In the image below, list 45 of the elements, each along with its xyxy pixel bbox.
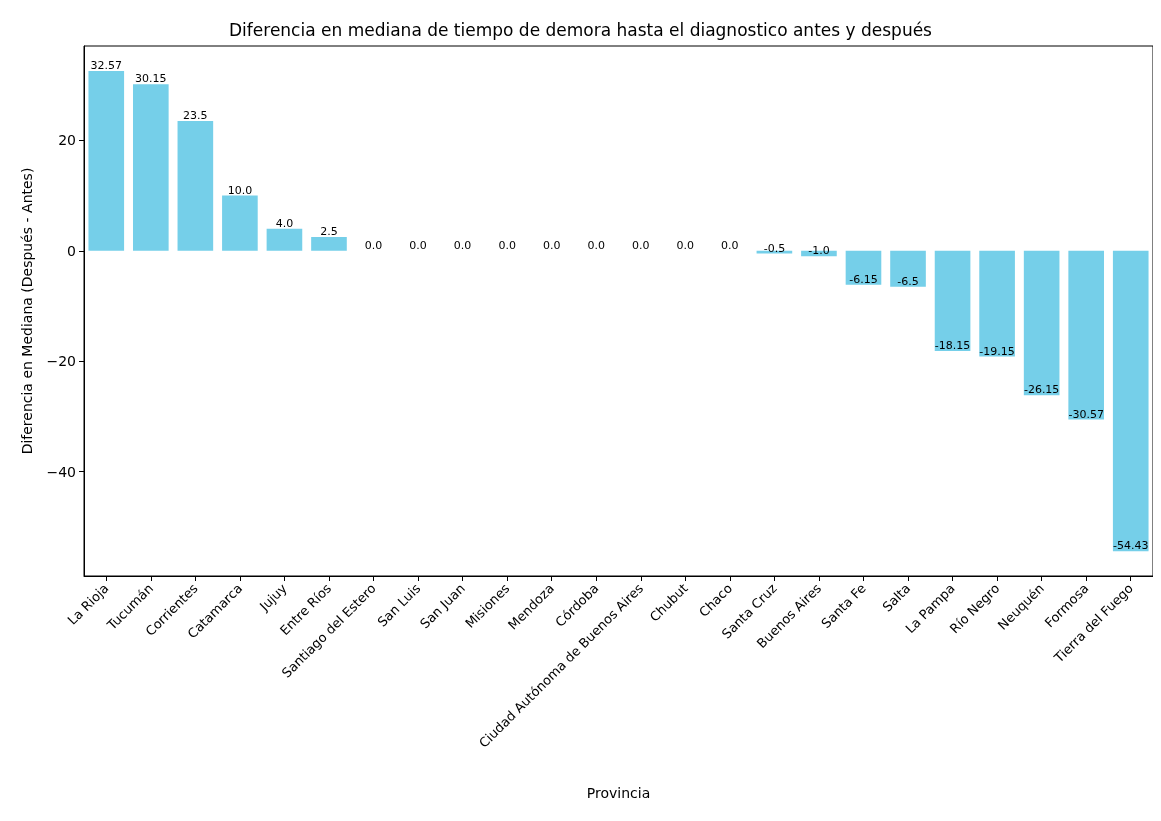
y-axis-title: Diferencia en Mediana (Después - Antes) (19, 167, 35, 455)
data-label: 0.0 (676, 238, 695, 252)
data-label: -54.43 (1112, 539, 1149, 553)
y-tick-label: −20 (46, 353, 76, 370)
data-label: 4.0 (275, 216, 294, 230)
data-label: -0.5 (763, 241, 786, 255)
data-label: -18.15 (934, 339, 971, 353)
data-label: 0.0 (632, 238, 650, 252)
bar (88, 71, 125, 251)
data-label: -6.15 (849, 272, 878, 286)
y-tick-label: 20 (58, 132, 76, 149)
data-label: -1.0 (808, 244, 830, 258)
data-label: 0.0 (453, 238, 472, 252)
data-label: 30.15 (135, 72, 167, 86)
data-label: 0.0 (721, 238, 739, 252)
bar (756, 250, 793, 254)
x-axis-title: Provincia (586, 785, 651, 801)
bar (177, 121, 214, 251)
data-label: -6.5 (897, 274, 919, 288)
bar (934, 250, 971, 352)
data-label: 0.0 (587, 238, 605, 252)
data-label: -19.15 (979, 344, 1015, 358)
data-label: 10.0 (227, 183, 253, 197)
bar (222, 195, 258, 251)
bar (1068, 250, 1104, 420)
data-label: 32.57 (90, 59, 123, 73)
bar (311, 237, 347, 251)
data-label: -26.15 (1023, 383, 1060, 397)
chart-title: Diferencia en mediana de tiempo de demora hasta el diagnostico antes y después (229, 19, 933, 40)
data-label: 0.0 (364, 238, 383, 252)
bar (1112, 250, 1149, 552)
data-label: -30.57 (1068, 407, 1104, 421)
bar (979, 250, 1015, 357)
y-tick-label: 0 (67, 242, 76, 259)
data-label: 0.0 (498, 238, 516, 252)
bar (1023, 250, 1060, 396)
y-tick-label: −40 (46, 463, 76, 480)
bar (845, 250, 882, 285)
bar (890, 250, 926, 287)
data-label: 2.5 (320, 225, 338, 239)
data-label: 23.5 (183, 109, 208, 123)
data-label: 0.0 (409, 238, 427, 252)
bar (266, 228, 303, 251)
bar (133, 84, 169, 251)
data-label: 0.0 (542, 238, 561, 252)
